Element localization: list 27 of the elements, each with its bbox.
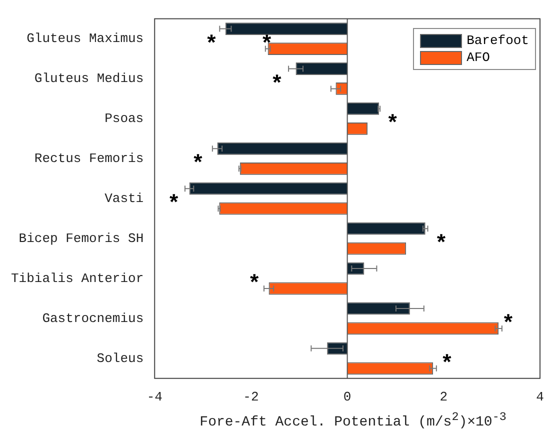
annotation: * [440,352,454,377]
y-tick-label: Soleus [96,350,144,366]
annotation: * [386,112,400,138]
annotation: * [204,32,218,58]
annotation: * [270,72,284,98]
x-tick-label: 0 [343,390,352,405]
y-tick-label: Gastrocnemius [42,310,144,326]
legend-label: Barefoot [466,32,529,49]
y-tick-label: Bicep Femoris SH [18,230,144,246]
y-tick-label: Rectus Femoris [34,151,144,166]
y-tick-label: Psoas [104,111,144,126]
annotation: * [434,232,448,258]
x-tick-label: 4 [536,390,544,405]
x-tick-label: -4 [146,390,163,405]
annotation: * [260,32,274,58]
annotation: * [167,192,180,218]
y-tick-label: Gluteus Maximus [26,31,144,46]
y-tick-label: Tibialis Anterior [10,270,144,286]
x-axis-title: Fore-Aft Accel. Potential (m/s$^{2}$)×10$^{-3}$ [198,410,508,431]
x-tick-label: 2 [440,390,448,405]
annotation: * [191,152,205,178]
y-tick-label: Vasti [104,191,144,206]
x-tick-label: -2 [243,390,259,405]
y-tick-label: Gluteus Medius [34,71,144,86]
annotation: * [502,312,515,338]
annotation: * [248,272,261,298]
legend-label: AFO [466,49,490,66]
